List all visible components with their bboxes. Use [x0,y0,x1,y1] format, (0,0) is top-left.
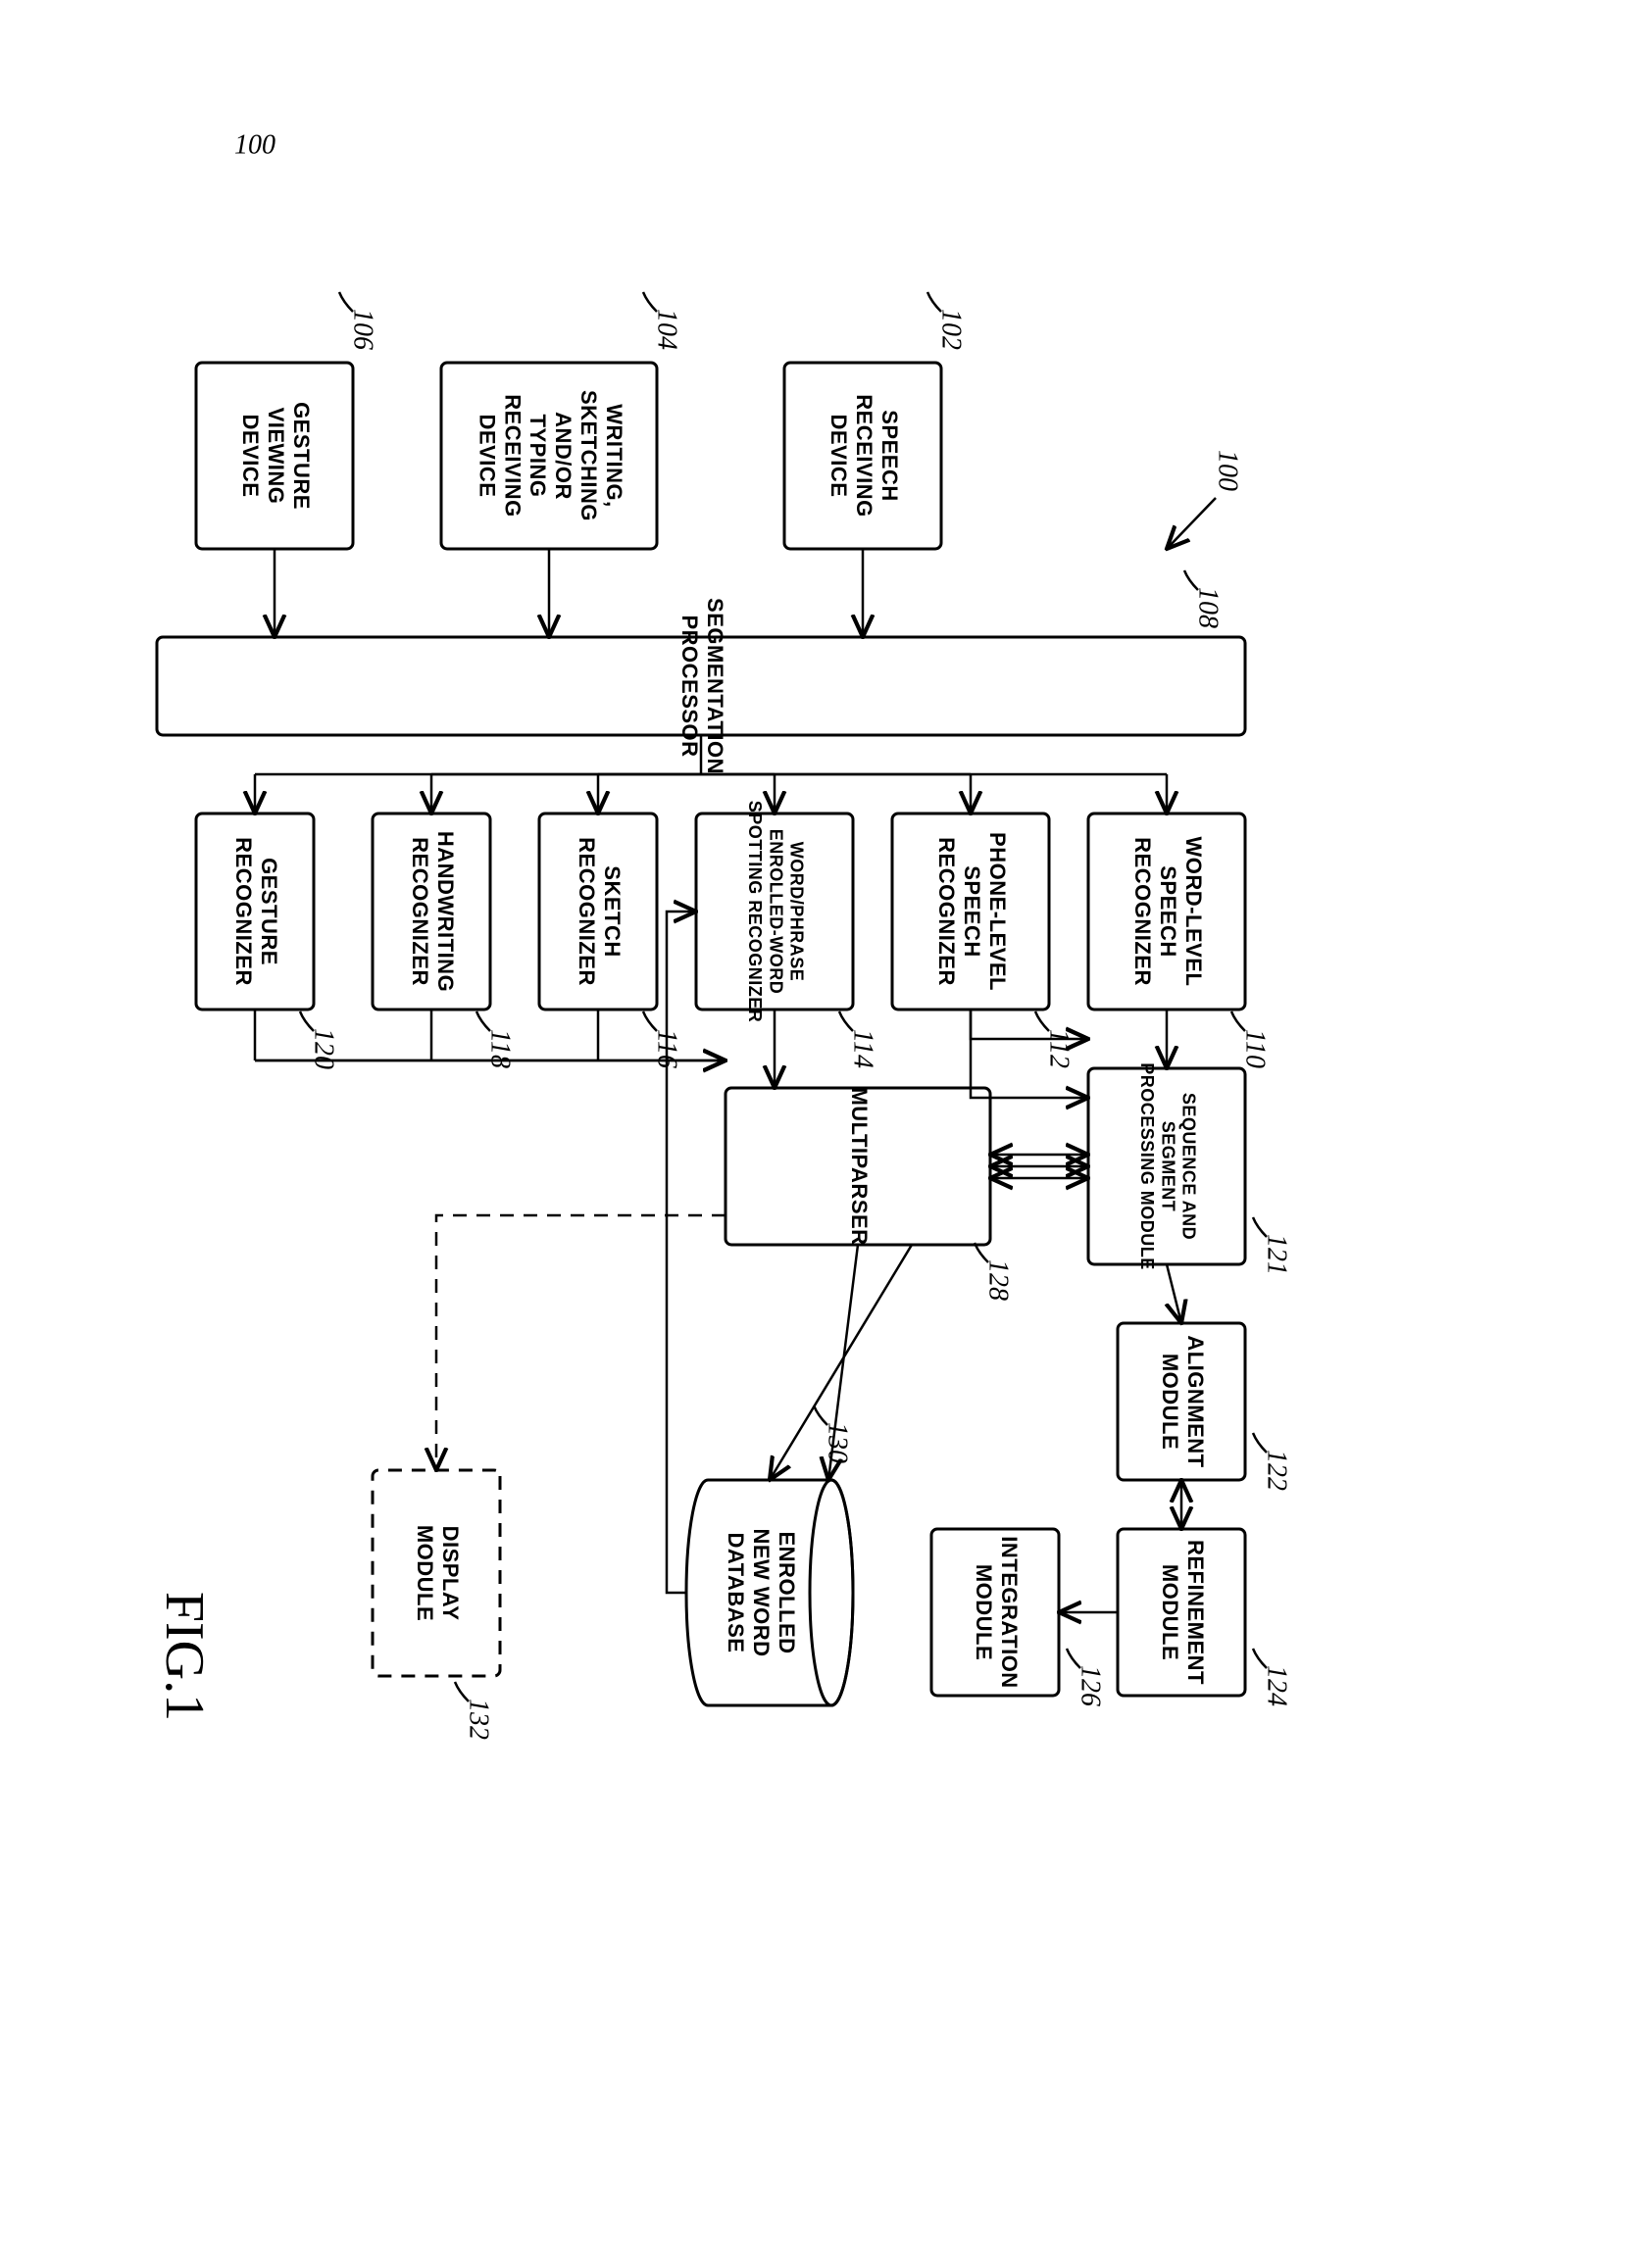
svg-text:SPEECH: SPEECH [960,865,984,957]
svg-text:AND/OR: AND/OR [551,412,576,500]
svg-text:MODULE: MODULE [1158,1564,1182,1660]
svg-text:128: 128 [983,1259,1014,1301]
svg-text:WORD-LEVEL: WORD-LEVEL [1181,837,1206,987]
svg-text:114: 114 [848,1029,878,1068]
svg-text:RECOGNIZER: RECOGNIZER [231,837,256,986]
diagram-content: 100SPEECHRECEIVINGDEVICE102WRITING,SKETC… [154,292,1292,1740]
svg-text:122: 122 [1262,1450,1292,1491]
svg-text:RECEIVING: RECEIVING [852,394,876,518]
svg-text:SPEECH: SPEECH [877,410,902,501]
system-diagram: 100SPEECHRECEIVINGDEVICE102WRITING,SKETC… [0,0,1652,2268]
svg-text:NEW WORD: NEW WORD [749,1528,774,1656]
svg-text:SEGMENT: SEGMENT [1158,1121,1177,1212]
svg-text:SEQUENCE AND: SEQUENCE AND [1178,1093,1198,1240]
svg-text:112: 112 [1044,1029,1075,1068]
figure-caption: FIG.1 [154,1592,215,1721]
svg-text:100: 100 [1213,450,1243,491]
svg-text:MODULE: MODULE [1158,1354,1182,1450]
svg-text:WORD/PHRASE: WORD/PHRASE [786,842,806,982]
svg-text:DEVICE: DEVICE [238,415,263,498]
svg-text:121: 121 [1262,1234,1292,1275]
svg-text:HANDWRITING: HANDWRITING [433,831,458,992]
svg-text:106: 106 [348,309,378,350]
svg-text:130: 130 [823,1422,853,1463]
svg-text:ENROLLED-WORD: ENROLLED-WORD [766,829,785,994]
svg-text:TYPING: TYPING [526,415,550,498]
svg-text:118: 118 [485,1029,516,1068]
svg-text:120: 120 [309,1028,339,1069]
svg-text:RECOGNIZER: RECOGNIZER [1130,837,1155,986]
svg-text:RECOGNIZER: RECOGNIZER [575,837,599,986]
svg-text:GESTURE: GESTURE [289,402,314,510]
svg-text:DISPLAY: DISPLAY [438,1526,463,1621]
svg-text:RECOGNIZER: RECOGNIZER [934,837,959,986]
svg-text:102: 102 [936,309,967,350]
svg-text:DEVICE: DEVICE [826,415,851,498]
svg-text:ENROLLED: ENROLLED [775,1532,799,1654]
svg-text:MODULE: MODULE [413,1525,437,1621]
svg-text:MULTIPARSER: MULTIPARSER [847,1087,872,1245]
svg-text:INTEGRATION: INTEGRATION [997,1536,1022,1688]
svg-text:124: 124 [1262,1665,1292,1706]
svg-text:WRITING,: WRITING, [602,404,626,507]
svg-text:VIEWING: VIEWING [264,408,288,505]
svg-text:SPEECH: SPEECH [1156,865,1180,957]
svg-text:PHONE-LEVEL: PHONE-LEVEL [985,832,1010,991]
svg-text:104: 104 [652,309,682,350]
svg-text:MODULE: MODULE [972,1564,996,1660]
svg-text:PROCESSOR: PROCESSOR [677,615,702,757]
svg-text:RECOGNIZER: RECOGNIZER [408,837,432,986]
svg-text:SKETCH: SKETCH [600,865,625,957]
svg-text:REFINEMENT: REFINEMENT [1183,1540,1208,1685]
svg-text:GESTURE: GESTURE [257,858,281,965]
svg-text:DEVICE: DEVICE [475,415,499,498]
svg-text:DATABASE: DATABASE [724,1533,748,1653]
svg-text:SPOTTING RECOGNIZER: SPOTTING RECOGNIZER [745,801,765,1023]
svg-text:PROCESSING MODULE: PROCESSING MODULE [1137,1062,1157,1270]
svg-text:SKETCHING: SKETCHING [576,390,601,521]
svg-text:132: 132 [464,1699,494,1740]
ref-100: 100 [234,129,275,160]
svg-text:110: 110 [1240,1029,1271,1068]
svg-text:126: 126 [1076,1665,1106,1706]
svg-text:RECEIVING: RECEIVING [500,394,525,518]
svg-text:ALIGNMENT: ALIGNMENT [1183,1335,1208,1467]
svg-text:SEGMENTATION: SEGMENTATION [703,598,727,774]
svg-text:108: 108 [1193,587,1224,628]
